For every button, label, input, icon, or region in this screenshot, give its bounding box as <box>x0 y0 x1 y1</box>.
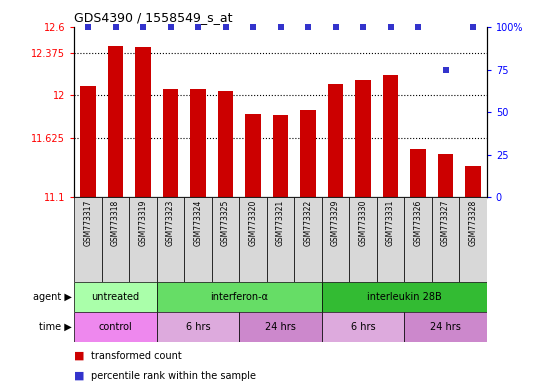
Bar <box>300 110 316 197</box>
Text: ■: ■ <box>74 371 85 381</box>
Bar <box>322 312 404 342</box>
Bar <box>383 74 398 197</box>
Bar <box>294 197 322 282</box>
Bar <box>355 80 371 197</box>
Bar <box>74 282 157 312</box>
Bar <box>157 282 322 312</box>
Bar <box>404 312 487 342</box>
Bar <box>328 84 343 197</box>
Text: GSM773319: GSM773319 <box>139 200 147 246</box>
Text: GSM773329: GSM773329 <box>331 200 340 246</box>
Text: percentile rank within the sample: percentile rank within the sample <box>91 371 256 381</box>
Bar <box>438 154 453 197</box>
Text: time ▶: time ▶ <box>39 322 72 332</box>
Text: GSM773324: GSM773324 <box>194 200 202 246</box>
Text: ■: ■ <box>74 351 85 361</box>
Bar <box>432 197 459 282</box>
Bar <box>190 89 206 197</box>
Text: agent ▶: agent ▶ <box>32 292 72 302</box>
Bar <box>157 197 184 282</box>
Bar <box>74 312 157 342</box>
Bar <box>157 312 239 342</box>
Text: GSM773317: GSM773317 <box>84 200 92 246</box>
Bar <box>74 197 102 282</box>
Bar <box>273 116 288 197</box>
Text: transformed count: transformed count <box>91 351 182 361</box>
Text: GSM773331: GSM773331 <box>386 200 395 246</box>
Bar <box>80 86 96 197</box>
Bar <box>212 197 239 282</box>
Text: untreated: untreated <box>91 292 140 302</box>
Text: interleukin 28B: interleukin 28B <box>367 292 442 302</box>
Text: GSM773330: GSM773330 <box>359 200 367 246</box>
Text: GSM773323: GSM773323 <box>166 200 175 246</box>
Bar <box>410 149 426 197</box>
Bar <box>129 197 157 282</box>
Text: 6 hrs: 6 hrs <box>186 322 210 332</box>
Bar <box>218 91 233 197</box>
Text: control: control <box>98 322 133 332</box>
Bar <box>135 48 151 197</box>
Bar <box>404 197 432 282</box>
Bar <box>245 114 261 197</box>
Bar <box>377 197 404 282</box>
Bar <box>322 282 487 312</box>
Bar <box>267 197 294 282</box>
Text: 24 hrs: 24 hrs <box>265 322 296 332</box>
Bar <box>459 197 487 282</box>
Text: GDS4390 / 1558549_s_at: GDS4390 / 1558549_s_at <box>74 12 233 25</box>
Bar <box>184 197 212 282</box>
Text: GSM773321: GSM773321 <box>276 200 285 246</box>
Bar <box>465 167 481 197</box>
Text: GSM773326: GSM773326 <box>414 200 422 246</box>
Text: GSM773327: GSM773327 <box>441 200 450 246</box>
Text: GSM773325: GSM773325 <box>221 200 230 246</box>
Text: GSM773320: GSM773320 <box>249 200 257 246</box>
Text: interferon-α: interferon-α <box>210 292 268 302</box>
Text: GSM773328: GSM773328 <box>469 200 477 246</box>
Text: 24 hrs: 24 hrs <box>430 322 461 332</box>
Text: GSM773318: GSM773318 <box>111 200 120 246</box>
Bar <box>239 312 322 342</box>
Bar <box>163 89 178 197</box>
Bar <box>108 46 123 197</box>
Bar <box>322 197 349 282</box>
Bar <box>102 197 129 282</box>
Bar <box>239 197 267 282</box>
Bar <box>349 197 377 282</box>
Text: GSM773322: GSM773322 <box>304 200 312 246</box>
Text: 6 hrs: 6 hrs <box>351 322 375 332</box>
